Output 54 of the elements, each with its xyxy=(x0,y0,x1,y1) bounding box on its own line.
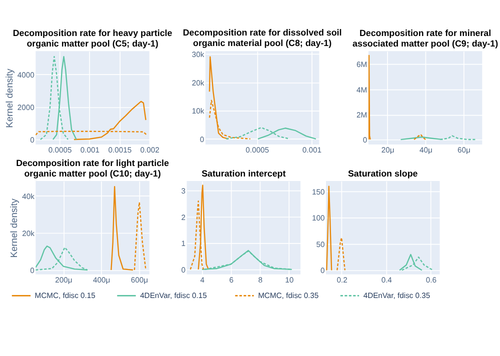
y-tick-label: 0 xyxy=(362,136,368,144)
y-tick-label: 6M xyxy=(356,60,368,70)
y-tick-label: 4000 xyxy=(17,70,34,80)
y-tick-label: 150 xyxy=(312,188,325,197)
legend-label: 4DEnVar, fdisc 0.35 xyxy=(363,291,430,300)
y-tick-label: 4M xyxy=(356,85,368,94)
x-tick-label: 4 xyxy=(200,275,206,284)
y-tick-label: 3 xyxy=(181,186,186,196)
y-tick-label: 10k xyxy=(192,106,204,116)
x-tick-label: 200μ xyxy=(55,275,72,284)
x-tick-label: 0.6 xyxy=(426,275,437,284)
x-tick-label: 0.001 xyxy=(80,146,100,155)
y-tick-label: 20k xyxy=(192,78,204,88)
x-tick-label: 40μ xyxy=(419,146,432,155)
x-tick-label: 0.0015 xyxy=(108,146,132,155)
x-tick-label: 10 xyxy=(285,275,294,284)
x-tick-label: 6 xyxy=(229,275,234,284)
x-tick-label: 60μ xyxy=(458,146,470,155)
line-series xyxy=(336,237,346,271)
y-axis-title: Kernel density xyxy=(8,198,19,258)
x-tick-label: 600μ xyxy=(130,275,148,284)
y-tick-label: 0 xyxy=(30,135,34,144)
chart-title: Decomposition rate for light particle organic matter pool (C10; day-1) xyxy=(16,158,170,178)
y-tick-label: 0 xyxy=(30,266,34,275)
y-tick-label: 2 xyxy=(181,212,186,222)
x-tick-label: 0.0005 xyxy=(48,146,72,155)
x-tick-label: 400μ xyxy=(93,275,110,284)
chart-title: Decomposition rate for heavy particle organic matter pool (C5; day-1) xyxy=(12,28,172,49)
chart-title: Saturation slope xyxy=(348,168,418,178)
x-tick-label: 8 xyxy=(258,275,262,284)
y-axis-title: Kernel density xyxy=(4,68,14,128)
legend-label: MCMC, fdisc 0.15 xyxy=(34,291,96,300)
x-tick-label: 0.001 xyxy=(302,146,322,155)
y-tick-label: 0 xyxy=(320,266,325,276)
y-tick-label: 1 xyxy=(181,239,186,248)
legend-label: MCMC, fdisc 0.35 xyxy=(258,291,319,300)
y-tick-label: 0 xyxy=(200,134,204,144)
chart-title: Decomposition rate for mineral associated matter pool (C9; day-1) xyxy=(352,28,498,49)
y-tick-label: 2000 xyxy=(17,102,34,112)
y-tick-label: 20k xyxy=(22,228,35,238)
x-tick-label: 0.0005 xyxy=(246,146,269,155)
x-tick-label: 20μ xyxy=(381,146,394,155)
x-tick-label: 0.002 xyxy=(140,146,160,155)
chart-title: Decomposition rate for dissolved soil organic material pool (C8; day-1) xyxy=(182,27,342,48)
y-tick-label: 0 xyxy=(181,265,186,274)
y-tick-label: 100 xyxy=(312,214,325,223)
chart-title: Saturation intercept xyxy=(202,168,286,178)
y-tick-label: 30k xyxy=(192,50,204,59)
y-tick-label: 50 xyxy=(316,240,325,249)
x-tick-label: 0.2 xyxy=(336,275,348,284)
y-tick-label: 2M xyxy=(356,110,368,120)
y-tick-label: 40k xyxy=(22,192,35,201)
legend-label: 4DEnVar, fdisc 0.15 xyxy=(140,291,207,300)
x-tick-label: 0.4 xyxy=(381,275,393,284)
